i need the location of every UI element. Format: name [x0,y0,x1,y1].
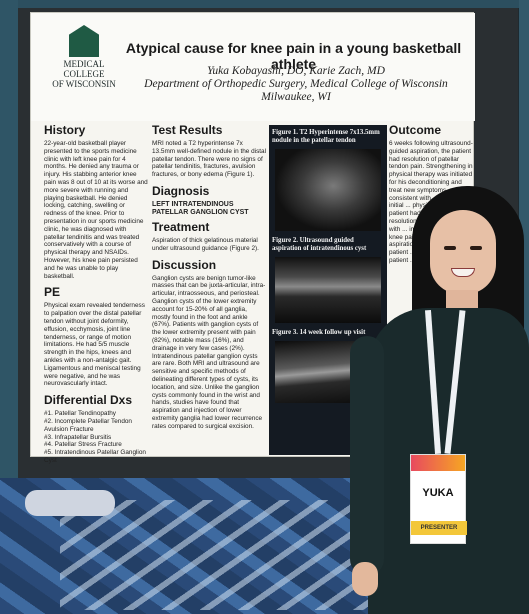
badge-name: YUKA [422,487,454,499]
figure-1-caption: Figure 1. T2 Hyperintense 7x13.5mm nodul… [272,129,380,144]
presenter-person: YUKA PRESENTER [350,186,529,614]
poster-header: MEDICAL COLLEGE OF WISCONSIN Atypical ca… [31,13,475,121]
pe-text: Physical exam revealed tenderness to pal… [44,302,145,388]
treatment-heading: Treatment [152,219,210,234]
pe-heading: PE [44,285,61,300]
dx-item: #3. Infrapatellar Bursitis [44,433,112,441]
dx-item: #1. Patellar Tendinopathy [44,410,117,418]
frame-left [0,0,18,614]
discussion-heading: Discussion [152,257,217,272]
history-text: 22-year-old basketball player presented … [44,140,148,280]
discussion-text: Ganglion cysts are benign tumor-like mas… [152,274,266,430]
presenter-arm [350,336,384,576]
presenter-hand [352,562,378,596]
eye-left [444,246,456,250]
badge-role: PRESENTER [411,521,467,535]
test-results-heading: Test Results [152,123,223,137]
presenter-face [430,210,496,294]
college-logo: MEDICAL COLLEGE OF WISCONSIN [49,25,119,89]
eye-right [470,246,482,250]
college-crest-icon [69,25,99,57]
dx-item: #4. Patellar Stress Fracture [44,441,122,449]
treatment-text: Aspiration of thick gelatinous material … [152,236,259,252]
logo-line-2: COLLEGE [63,69,105,79]
diagnosis-heading: Diagnosis [152,183,210,198]
figure-3-caption: Figure 3. 14 week follow up visit [272,329,366,336]
authors: Yuka Kobayashi, DO, Karie Zach, MD [207,65,385,77]
frame-right [519,0,529,614]
name-badge: YUKA PRESENTER [410,454,467,544]
logo-line-3: OF WISCONSIN [52,79,116,89]
figures-column: Figure 1. T2 Hyperintense 7x13.5mm nodul… [269,125,387,455]
research-poster: MEDICAL COLLEGE OF WISCONSIN Atypical ca… [30,12,475,464]
poster-title: Atypical cause for knee pain in a young … [125,40,462,72]
history-heading: History [44,123,86,137]
figure-1-mri-image [275,149,381,231]
dx-heading: Differential Dxs [44,393,133,408]
column-2: Test Results MRI noted a T2 hyperintense… [152,121,267,436]
department: Department of Orthopedic Surgery, Medica… [144,78,448,90]
test-results-text: MRI noted a T2 hyperintense 7x 13.5mm we… [152,140,267,179]
location: Milwaukee, WI [261,91,331,103]
column-1: History 22-year-old basketball player pr… [44,121,149,465]
frame-top [0,0,529,8]
passerby-shoe [25,490,115,516]
smile [451,268,475,277]
poster-authors-block: Yuka Kobayashi, DO, Karie Zach, MD Depar… [131,65,461,104]
figure-2-caption: Figure 2. Ultrasound guided aspiration o… [272,237,367,252]
dx-item: #2. Incomplete Patellar Tendon Avulsion … [44,417,132,433]
figure-2-ultrasound-image [275,257,381,323]
diagnosis-text: LEFT INTRATENDINOUS PATELLAR GANGLION CY… [152,200,249,216]
outcome-heading: Outcome [389,123,442,137]
dx-item: #5. Intratendinous Patellar Ganglion Cys… [44,449,146,464]
logo-line-1: MEDICAL [63,59,105,69]
badge-header [411,455,465,471]
